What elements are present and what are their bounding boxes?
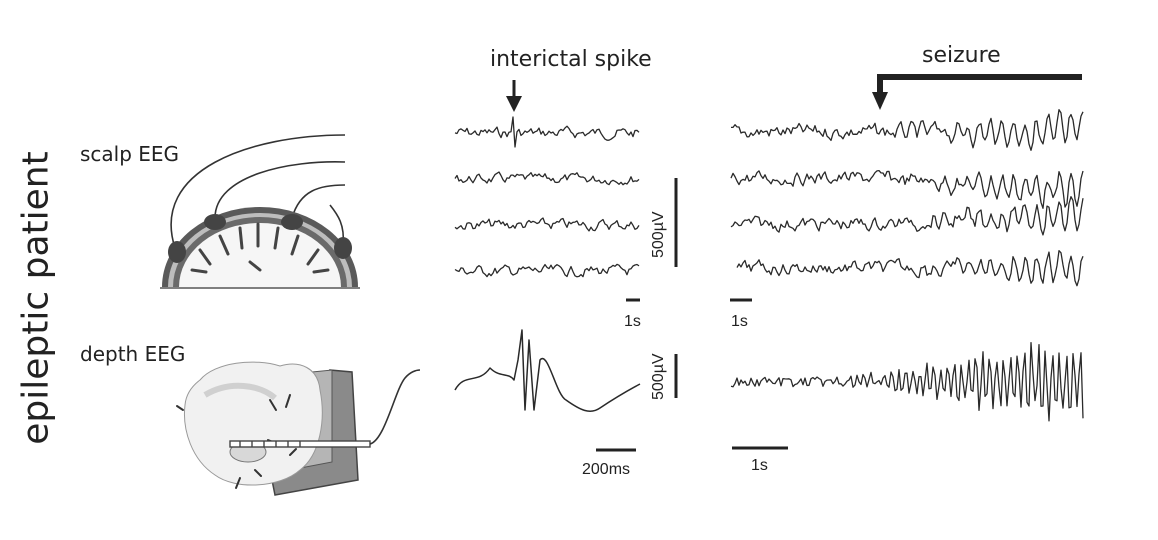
interictal-arrow xyxy=(506,80,522,112)
interictal-spike-header: interictal spike xyxy=(490,47,652,72)
electrode-wire-3 xyxy=(291,184,346,219)
scalp-seizure-trace-3 xyxy=(730,196,1084,236)
electrode-4 xyxy=(334,237,352,259)
depth-brain-illustration xyxy=(176,361,421,496)
brain-surface xyxy=(179,223,341,287)
scalp-interictal-trace-4 xyxy=(454,263,640,278)
scalp-seizure-time-label: 1s xyxy=(731,313,748,330)
electrode-2 xyxy=(204,214,226,230)
electrode-3 xyxy=(281,214,303,230)
scale-bars xyxy=(596,178,788,452)
electrode-wire-2 xyxy=(214,161,346,219)
scalp-eeg-label: scalp EEG xyxy=(80,142,180,166)
scalp-interictal-trace-3 xyxy=(454,217,640,232)
electrode-1 xyxy=(168,241,186,263)
electrode-wire-1 xyxy=(170,134,346,249)
depth-seizure-trace xyxy=(730,341,1084,422)
brain-body xyxy=(183,361,323,486)
scalp-seizure-trace-1 xyxy=(731,109,1084,151)
cortical-folds xyxy=(190,222,330,274)
depth-interictal-time-label: 200ms xyxy=(582,461,631,478)
depth-seizure-time-label: 1s xyxy=(751,457,768,474)
scalp-interictal-trace-2 xyxy=(454,171,640,186)
probe-wire xyxy=(369,369,421,445)
depth-interictal-trace xyxy=(454,329,641,412)
scalp-interictal-trace-1 xyxy=(454,116,640,148)
depth-eeg-label: depth EEG xyxy=(80,342,186,366)
seizure-onset-bracket xyxy=(872,74,1082,110)
probe-contacts xyxy=(239,441,301,447)
scalp-interictal-time-label: 1s xyxy=(624,313,641,330)
scalp-seizure-trace-2 xyxy=(730,169,1084,209)
seizure-header: seizure xyxy=(922,43,1001,68)
scalp-seizure-trace-4 xyxy=(736,250,1084,287)
scalp-head-illustration xyxy=(160,134,360,289)
